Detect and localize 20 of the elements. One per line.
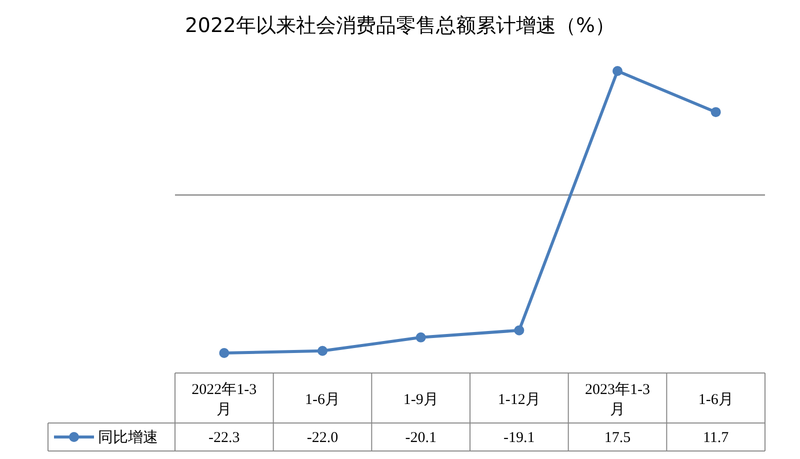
data-label: 17.5: [604, 430, 631, 446]
data-label: -20.1: [405, 430, 436, 446]
point: [219, 348, 230, 358]
x-tick-label: 1-6月: [698, 392, 734, 408]
x-tick-label: 2022年1-3月: [192, 381, 257, 418]
x-tick-label: 1-9月: [403, 392, 438, 408]
chart-title: 2022年以来社会消费品零售总额累计增速（%）: [184, 12, 616, 39]
data-label: -19.1: [504, 430, 535, 446]
point: [612, 66, 622, 76]
data-label: -22.3: [208, 430, 240, 446]
data-label: -22.0: [306, 430, 338, 446]
data-label: 11.7: [702, 430, 730, 446]
legend-label: 同比增速: [98, 428, 158, 446]
point: [710, 107, 721, 118]
point: [416, 332, 426, 342]
point: [318, 346, 328, 356]
x-tick-label: 2023年1-3月: [585, 381, 650, 418]
x-tick-label: 1-6月: [305, 392, 340, 408]
point: [514, 325, 524, 336]
x-tick-label: 1-12月: [498, 392, 540, 408]
